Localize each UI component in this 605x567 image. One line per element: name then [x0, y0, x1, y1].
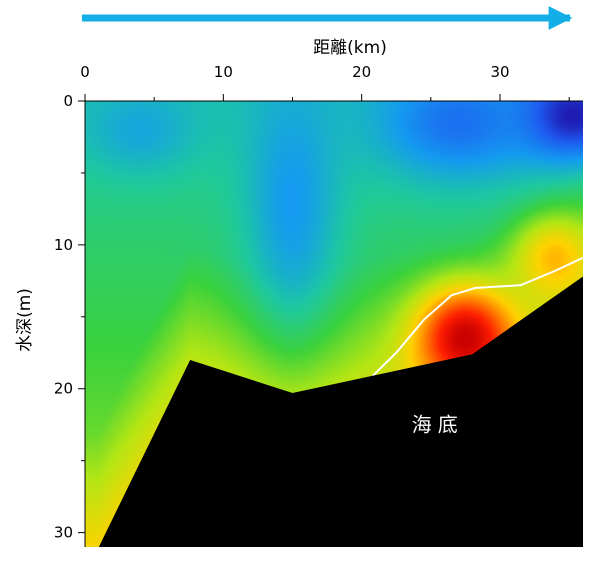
y-tick-label: 10: [54, 236, 73, 254]
y-axis-title: 水深(m): [15, 288, 35, 352]
y-tick-label: 20: [54, 380, 73, 398]
x-tick-label: 20: [352, 63, 371, 81]
x-tick-label: 10: [214, 63, 233, 81]
seafloor-label: 海底: [412, 413, 464, 437]
y-tick-label: 30: [54, 524, 73, 542]
x-axis-title: 距離(km): [313, 38, 387, 58]
contour-line: [372, 256, 583, 377]
y-tick-label: 0: [63, 92, 73, 110]
axis-ticks: 0 10 20 30 0 10 20 30: [54, 63, 570, 542]
x-tick-label: 0: [80, 63, 90, 81]
seafloor-area: [98, 276, 583, 547]
x-tick-label: 30: [490, 63, 509, 81]
